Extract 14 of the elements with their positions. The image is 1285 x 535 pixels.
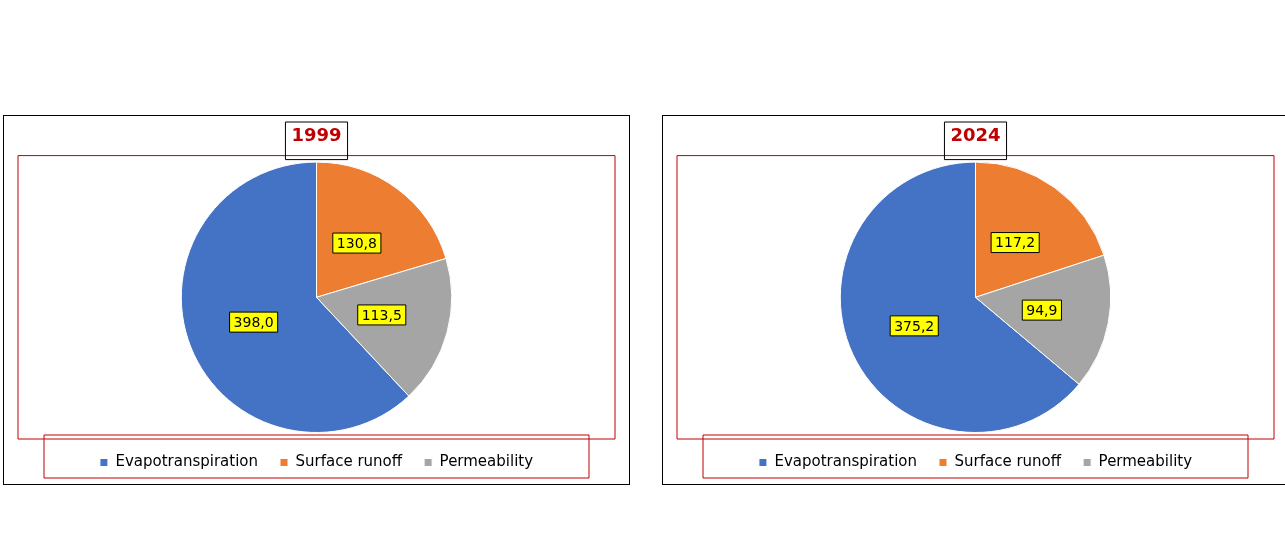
data-label: 94,9 (1026, 301, 1058, 318)
legend-label: Permeability (439, 452, 534, 471)
legend-label: Surface runoff (954, 452, 1062, 471)
chart-title: 2024 (950, 124, 1001, 146)
data-label: 117,2 (995, 234, 1036, 251)
chart-title: 1999 (291, 124, 342, 146)
legend-label: Surface runoff (295, 452, 403, 471)
legend-label: Evapotranspiration (115, 452, 259, 471)
legend-label: Evapotranspiration (774, 452, 918, 471)
data-label: 130,8 (336, 234, 377, 251)
data-label: 398,0 (233, 313, 274, 330)
legend-label: Permeability (1098, 452, 1193, 471)
data-label: 375,2 (894, 317, 935, 334)
data-label: 113,5 (361, 306, 402, 323)
